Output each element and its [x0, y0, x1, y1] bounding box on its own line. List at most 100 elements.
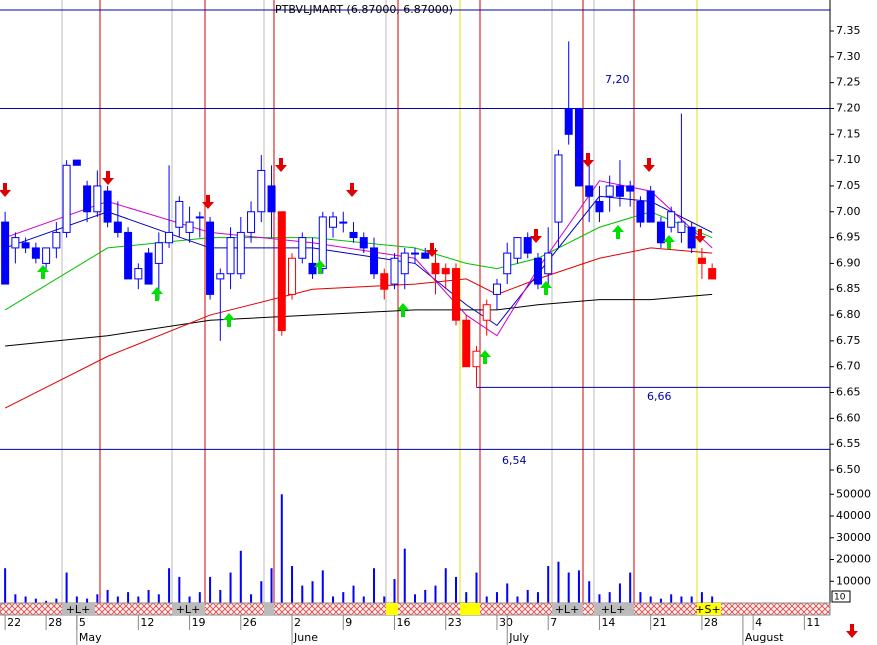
volume-bar	[301, 585, 304, 603]
volume-bar	[465, 592, 468, 603]
volume-bar	[557, 561, 560, 603]
x-tick-label: 30	[499, 616, 513, 629]
volume-bar	[34, 598, 37, 603]
volume-tick-label: 40000	[836, 509, 871, 522]
candle-body	[216, 273, 225, 280]
x-tick-label: 14	[601, 616, 615, 629]
candle-body	[257, 169, 266, 213]
sell-arrow	[582, 153, 594, 167]
x-tick-label: 12	[140, 616, 154, 629]
candle-body	[226, 237, 235, 275]
x-tick-label: 22	[7, 616, 21, 629]
band-block	[264, 603, 274, 615]
candle-body	[339, 221, 348, 224]
candle-body	[349, 231, 358, 239]
candle-body	[656, 221, 665, 244]
sell-arrow	[346, 183, 358, 197]
x-tick-label: 19	[192, 616, 206, 629]
volume-bar	[403, 548, 406, 603]
volume-bar	[588, 581, 591, 603]
candle-body	[359, 237, 368, 249]
candle-body	[400, 252, 409, 275]
candle-body	[636, 200, 645, 223]
y-tick-label: 7.30	[836, 50, 861, 63]
band-label: +L+	[555, 603, 580, 616]
candle-body	[124, 231, 133, 280]
candle-body	[585, 185, 594, 197]
volume-bar	[567, 572, 570, 603]
volume-bar	[711, 596, 714, 603]
candle-body	[113, 221, 122, 233]
y-tick-label: 6.90	[836, 256, 861, 269]
volume-bar	[75, 596, 78, 603]
sell-arrow	[275, 158, 287, 172]
y-tick-label: 6.80	[836, 308, 861, 321]
signal-band: +L+ +L+ +L+ +L+ +S+	[0, 602, 831, 616]
candle-body	[421, 252, 430, 259]
moving-average	[4, 195, 713, 327]
sell-arrow	[643, 158, 655, 172]
volume-bar	[321, 570, 324, 603]
candle-body	[523, 237, 532, 254]
buy-arrows	[37, 225, 675, 364]
candle-body	[277, 211, 286, 332]
y-tick-label: 7.20	[836, 101, 861, 114]
band-label: +L+	[66, 603, 91, 616]
buy-arrow	[479, 350, 491, 364]
volume-bar	[127, 592, 130, 603]
candle-body	[175, 200, 184, 228]
x-tick-label: 7	[550, 616, 557, 629]
buy-arrow	[540, 281, 552, 295]
moving-average	[5, 293, 713, 347]
volume-bar	[45, 600, 48, 603]
volume-bar	[362, 596, 365, 603]
volume-bar	[14, 594, 17, 603]
volume-bar	[536, 592, 539, 603]
y-tick-label: 6.85	[836, 282, 861, 295]
x-tick-label: 11	[806, 616, 820, 629]
scroll-arrow[interactable]	[846, 624, 858, 638]
corner-box	[831, 590, 851, 603]
volume-tick-label: 10000	[836, 574, 871, 587]
y-tick-label: 6.60	[836, 411, 861, 424]
volume-bar	[506, 583, 509, 603]
candle-body	[11, 237, 20, 249]
volume-bar	[495, 592, 498, 603]
volume-bar	[4, 568, 7, 603]
candle-body	[134, 268, 143, 280]
volume-bar	[547, 566, 550, 603]
x-tick-label: 4	[755, 616, 762, 629]
band-label: +L+	[176, 603, 201, 616]
candle-body	[574, 107, 583, 187]
candle-body	[390, 257, 399, 285]
volume-bar	[475, 572, 478, 603]
volume-bar	[516, 596, 519, 603]
candle-body	[451, 268, 460, 321]
x-tick-label: 16	[397, 616, 411, 629]
sell-arrow	[530, 229, 542, 243]
plot: 7.35 7.30 7.25 7.20 7.15 7.10 7.05 7.00 6.95 6.90…	[0, 24, 871, 645]
band-block	[594, 603, 634, 615]
volume-bar	[393, 579, 396, 603]
volume-tick-label: 20000	[836, 553, 871, 566]
band-block	[172, 603, 205, 615]
level-label: 7,20	[605, 73, 630, 86]
volume-bar	[608, 592, 611, 603]
moving-average	[4, 211, 713, 311]
candle-body	[677, 221, 686, 233]
candle-body	[462, 319, 471, 368]
month-label: July	[508, 631, 529, 644]
corner-label: 10	[834, 593, 846, 603]
level-label: 6,66	[647, 390, 672, 403]
candle-body	[492, 283, 501, 295]
candle-body	[236, 231, 245, 275]
candle-body	[411, 252, 419, 255]
sell-arrows	[0, 153, 858, 638]
band-block	[386, 603, 398, 615]
volume-bar	[424, 589, 427, 603]
candle-body	[472, 350, 481, 368]
volume-bar	[157, 594, 160, 603]
band-label: +L+	[601, 603, 626, 616]
y-tick-label: 7.25	[836, 76, 861, 89]
candle-body	[298, 237, 307, 259]
